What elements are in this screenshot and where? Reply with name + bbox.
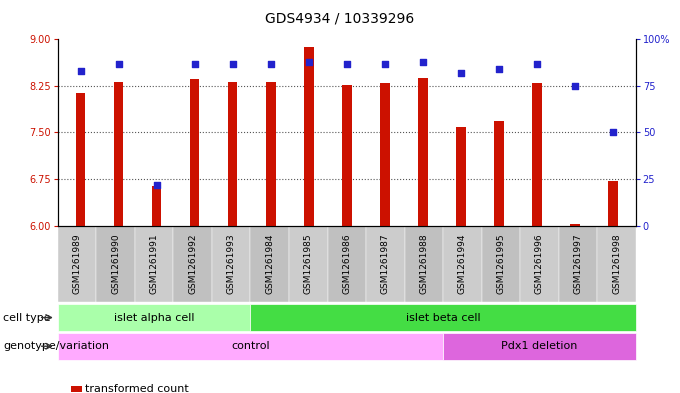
Bar	[608, 181, 617, 226]
Bar	[494, 121, 504, 226]
Text: islet alpha cell: islet alpha cell	[114, 312, 194, 323]
Point	[303, 59, 314, 65]
Point	[607, 129, 618, 136]
Bar	[266, 81, 275, 226]
Text: GDS4934 / 10339296: GDS4934 / 10339296	[265, 12, 415, 26]
Text: GSM1261986: GSM1261986	[342, 233, 352, 294]
Point	[456, 70, 466, 76]
Bar	[76, 93, 86, 226]
Point	[227, 61, 238, 67]
Bar	[571, 224, 580, 226]
Point	[379, 61, 390, 67]
Point	[341, 61, 352, 67]
Bar	[114, 82, 123, 226]
Text: GSM1261995: GSM1261995	[496, 233, 505, 294]
Bar	[228, 82, 237, 226]
Text: GSM1261998: GSM1261998	[612, 233, 621, 294]
Text: control: control	[231, 341, 270, 351]
Point	[494, 66, 505, 72]
Point	[75, 68, 86, 74]
Text: GSM1261996: GSM1261996	[535, 233, 544, 294]
Text: GSM1261989: GSM1261989	[73, 233, 82, 294]
Point	[265, 61, 276, 67]
Point	[418, 59, 428, 65]
Point	[570, 83, 581, 89]
Text: GSM1261992: GSM1261992	[188, 234, 197, 294]
Text: genotype/variation: genotype/variation	[3, 341, 109, 351]
Text: Pdx1 deletion: Pdx1 deletion	[501, 341, 577, 351]
Point	[189, 61, 200, 67]
Text: GSM1261987: GSM1261987	[381, 233, 390, 294]
Text: GSM1261984: GSM1261984	[265, 234, 274, 294]
Bar	[456, 127, 466, 226]
Bar	[190, 79, 199, 226]
Bar	[380, 83, 390, 226]
Bar	[418, 79, 428, 226]
Text: islet beta cell: islet beta cell	[406, 312, 481, 323]
Text: GSM1261988: GSM1261988	[420, 233, 428, 294]
Text: GSM1261991: GSM1261991	[150, 233, 158, 294]
Point	[151, 182, 162, 188]
Text: GSM1261985: GSM1261985	[304, 233, 313, 294]
Text: transformed count: transformed count	[85, 384, 189, 393]
Bar	[342, 84, 352, 226]
Text: GSM1261993: GSM1261993	[226, 233, 236, 294]
Bar	[152, 186, 161, 226]
Text: cell type: cell type	[3, 312, 51, 323]
Point	[532, 61, 543, 67]
Text: GSM1261994: GSM1261994	[458, 234, 467, 294]
Bar	[304, 47, 313, 226]
Text: GSM1261997: GSM1261997	[573, 233, 583, 294]
Point	[113, 61, 124, 67]
Text: GSM1261990: GSM1261990	[111, 233, 120, 294]
Bar	[532, 83, 542, 226]
